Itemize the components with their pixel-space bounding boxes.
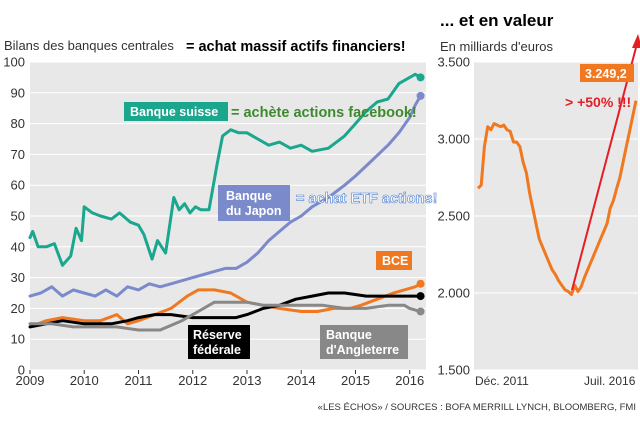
boe-label-line2: d'Angleterre (326, 343, 399, 357)
boe-label-line1: Banque (326, 328, 372, 342)
right-y-tick-label: 2.000 (437, 286, 470, 301)
left-chart-title: Bilans des banques centrales (4, 38, 174, 53)
fed-label-line1: Réserve (193, 328, 242, 342)
right-grid (474, 61, 638, 371)
right-y-axis: 1.500 2.000 2.500 3.000 3.500 (437, 55, 470, 378)
fed-label-box (188, 325, 250, 359)
fed-series-endpoint (416, 292, 425, 301)
left-y-tick-label: 20 (11, 301, 25, 316)
left-y-tick-label: 80 (11, 116, 25, 131)
left-y-tick-label: 100 (3, 55, 25, 70)
left-x-axis: 2009 2010 2011 2012 2013 2014 2015 2016 (16, 370, 424, 388)
swiss-series-line (28, 72, 423, 267)
boe-label-box (320, 325, 408, 359)
left-y-tick-label: 60 (11, 178, 25, 193)
boe-series-endpoint (416, 307, 425, 316)
right-ecb-series-line (476, 100, 638, 296)
ecb-series-line (28, 282, 423, 329)
left-x-tick-label: 2015 (341, 373, 370, 388)
left-x-tick-label: 2011 (125, 373, 153, 388)
right-y-tick-label: 3.000 (437, 132, 470, 147)
fed-series-line (28, 291, 423, 329)
right-chart-title: ... et en valeur (440, 11, 554, 30)
ecb-series-endpoint (416, 279, 425, 288)
left-y-tick-label: 0 (18, 363, 25, 378)
ecb-label: BCE (382, 254, 408, 268)
swiss-label: Banque suisse (130, 105, 218, 119)
japan-series-endpoint (416, 91, 425, 100)
right-y-tick-label: 3.500 (437, 55, 470, 70)
ecb-label-box (376, 251, 412, 270)
japan-label-box (218, 185, 290, 221)
japan-series-line (28, 94, 423, 298)
source-note: «LES ÉCHOS» / SOURCES : BOFA MERRILL LYN… (318, 402, 636, 413)
fed-label-line2: fédérale (193, 343, 241, 357)
japan-annotation: = achat ETF actions! (296, 191, 437, 207)
swiss-label-box (124, 102, 228, 121)
right-y-tick-label: 2.500 (437, 209, 470, 224)
left-x-tick-label: 2013 (233, 373, 262, 388)
swiss-annotation: = achète actions facebook! (231, 105, 417, 121)
left-y-tick-label: 90 (11, 85, 25, 100)
right-x-tick-start: Déc. 2011 (475, 374, 529, 388)
japan-label-line2: du Japon (226, 204, 282, 218)
left-x-tick-label: 2016 (395, 373, 424, 388)
value-label: 3.249,2 (585, 67, 627, 81)
right-chart-subtitle: En milliards d'euros (440, 39, 554, 54)
right-y-tick-label: 1.500 (437, 363, 470, 378)
left-y-axis: 0 10 20 30 40 50 60 70 80 90 100 (3, 55, 25, 378)
left-y-tick-label: 70 (11, 147, 25, 162)
left-x-tick-label: 2009 (16, 373, 45, 388)
left-y-tick-label: 30 (11, 270, 25, 285)
right-x-tick-end: Juil. 2016 (584, 374, 636, 388)
growth-annotation: > +50% !!! (565, 94, 631, 110)
right-series (476, 100, 638, 296)
left-x-tick-label: 2012 (178, 373, 207, 388)
growth-arrow-head (632, 34, 640, 48)
left-chart-comment: = achat massif actifs financiers! (186, 39, 406, 55)
swiss-series-endpoint (416, 73, 425, 82)
boe-series-line (28, 300, 423, 332)
left-x-tick-label: 2014 (287, 373, 316, 388)
japan-label-line1: Banque (226, 189, 272, 203)
left-y-tick-label: 50 (11, 209, 25, 224)
left-y-tick-label: 40 (11, 239, 25, 254)
left-x-tick-label: 2010 (70, 373, 99, 388)
value-label-box (580, 64, 634, 82)
left-series (28, 72, 425, 332)
left-y-tick-label: 10 (11, 332, 25, 347)
